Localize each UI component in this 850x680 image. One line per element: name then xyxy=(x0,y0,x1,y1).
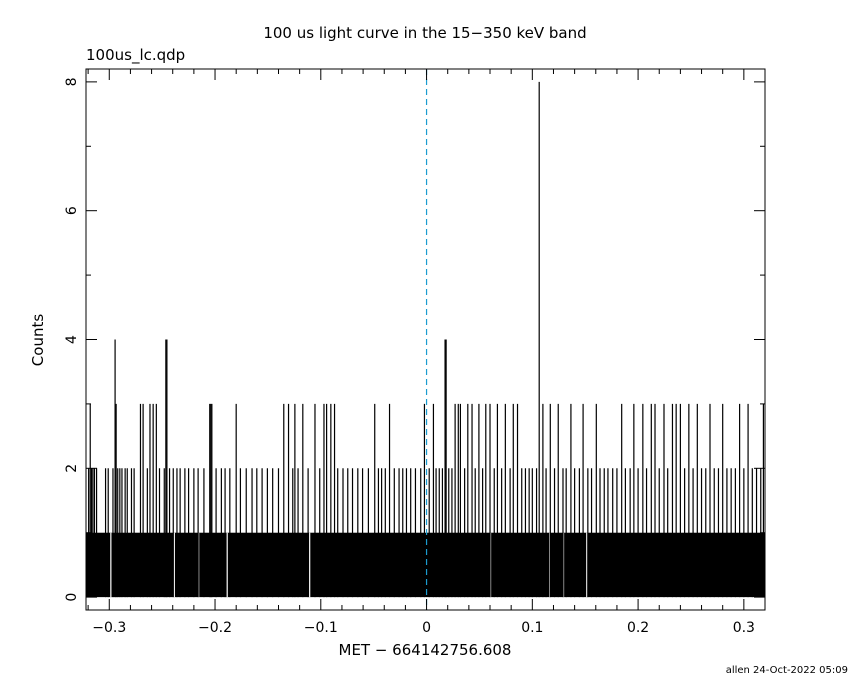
x-tick-label: −0.2 xyxy=(198,620,232,636)
zero-bin xyxy=(226,532,228,598)
x-tick-label: 0.3 xyxy=(733,620,755,636)
y-tick-labels: 0 2 4 6 8 xyxy=(64,77,80,601)
x-tick-label: 0 xyxy=(422,620,431,636)
x-tick-label: −0.3 xyxy=(92,620,126,636)
baseline-band xyxy=(86,532,765,598)
y-tick-label: 0 xyxy=(64,593,80,602)
file-label: 100us_lc.qdp xyxy=(86,46,185,65)
bars-layer xyxy=(86,81,765,598)
x-axis-label: MET − 664142756.608 xyxy=(339,641,512,659)
x-tick-labels: −0.3 −0.2 −0.1 0 0.1 0.2 0.3 xyxy=(92,620,755,636)
plot-frame xyxy=(85,68,766,611)
zero-bin xyxy=(309,532,311,598)
y-tick-label: 4 xyxy=(64,335,80,344)
x-tick-label: 0.1 xyxy=(521,620,543,636)
y-tick-label: 6 xyxy=(64,206,80,215)
x-tick-label: 0.2 xyxy=(627,620,649,636)
ticks-layer xyxy=(86,69,766,610)
chart-title: 100 us light curve in the 15−350 keV ban… xyxy=(263,24,586,42)
y-axis-label: Counts xyxy=(29,314,47,367)
zero-bin xyxy=(586,532,588,598)
zero-bin xyxy=(173,532,175,598)
zero-bin xyxy=(110,532,112,598)
footer-timestamp: allen 24-Oct-2022 05:09 xyxy=(726,665,848,676)
y-tick-label: 8 xyxy=(64,77,80,86)
y-tick-label: 2 xyxy=(64,464,80,473)
x-tick-label: −0.1 xyxy=(304,620,338,636)
